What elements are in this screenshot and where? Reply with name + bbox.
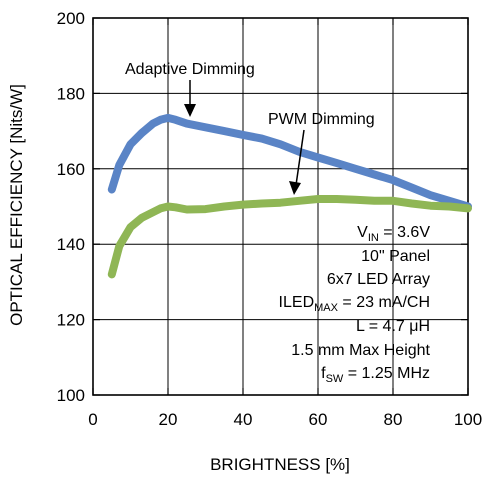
pwm-arrow-shaft [295,129,305,186]
grid [93,18,468,395]
x-tick-label: 20 [159,410,178,429]
adaptive-arrow-head [184,104,196,117]
adaptive-dimming-label: Adaptive Dimming [125,61,255,78]
y-tick-label: 120 [57,311,85,330]
pwm-dimming-label: PWM Dimming [268,111,375,128]
vin-condition: VIN = 3.6V [357,224,430,244]
x-tick-label: 40 [234,410,253,429]
panel-condition: 10" Panel [361,248,430,265]
y-tick-label: 160 [57,160,85,179]
y-tick-label: 140 [57,235,85,254]
x-tick-label: 60 [309,410,328,429]
pwm-arrow-head [289,181,301,195]
y-tick-label: 100 [57,386,85,405]
x-tick-label: 100 [454,410,482,429]
y-axis-title: OPTICAL EFFICIENCY [Nits/W] [7,84,26,326]
y-tick-labels: 100 120 140 160 180 200 [57,9,85,405]
series-layer [107,113,472,279]
array-condition: 6x7 LED Array [327,271,430,288]
series-line-pwm [107,195,472,279]
x-tick-labels: 0 20 40 60 80 100 [88,410,482,429]
y-tick-label: 200 [57,9,85,28]
y-tick-label: 180 [57,84,85,103]
height-condition: 1.5 mm Max Height [291,342,430,359]
series-line-adaptive [107,113,472,211]
inductance-condition: L = 4.7 μH [356,318,430,335]
ticks [92,17,469,396]
fsw-condition: fSW = 1.25 MHz [321,365,430,385]
x-axis-title: BRIGHTNESS [%] [210,455,350,474]
x-tick-label: 80 [384,410,403,429]
conditions-block: VIN = 3.6V 10" Panel 6x7 LED Array ILEDM… [279,224,431,385]
iled-condition: ILEDMAX = 23 mA/CH [279,294,430,314]
x-tick-label: 0 [88,410,97,429]
